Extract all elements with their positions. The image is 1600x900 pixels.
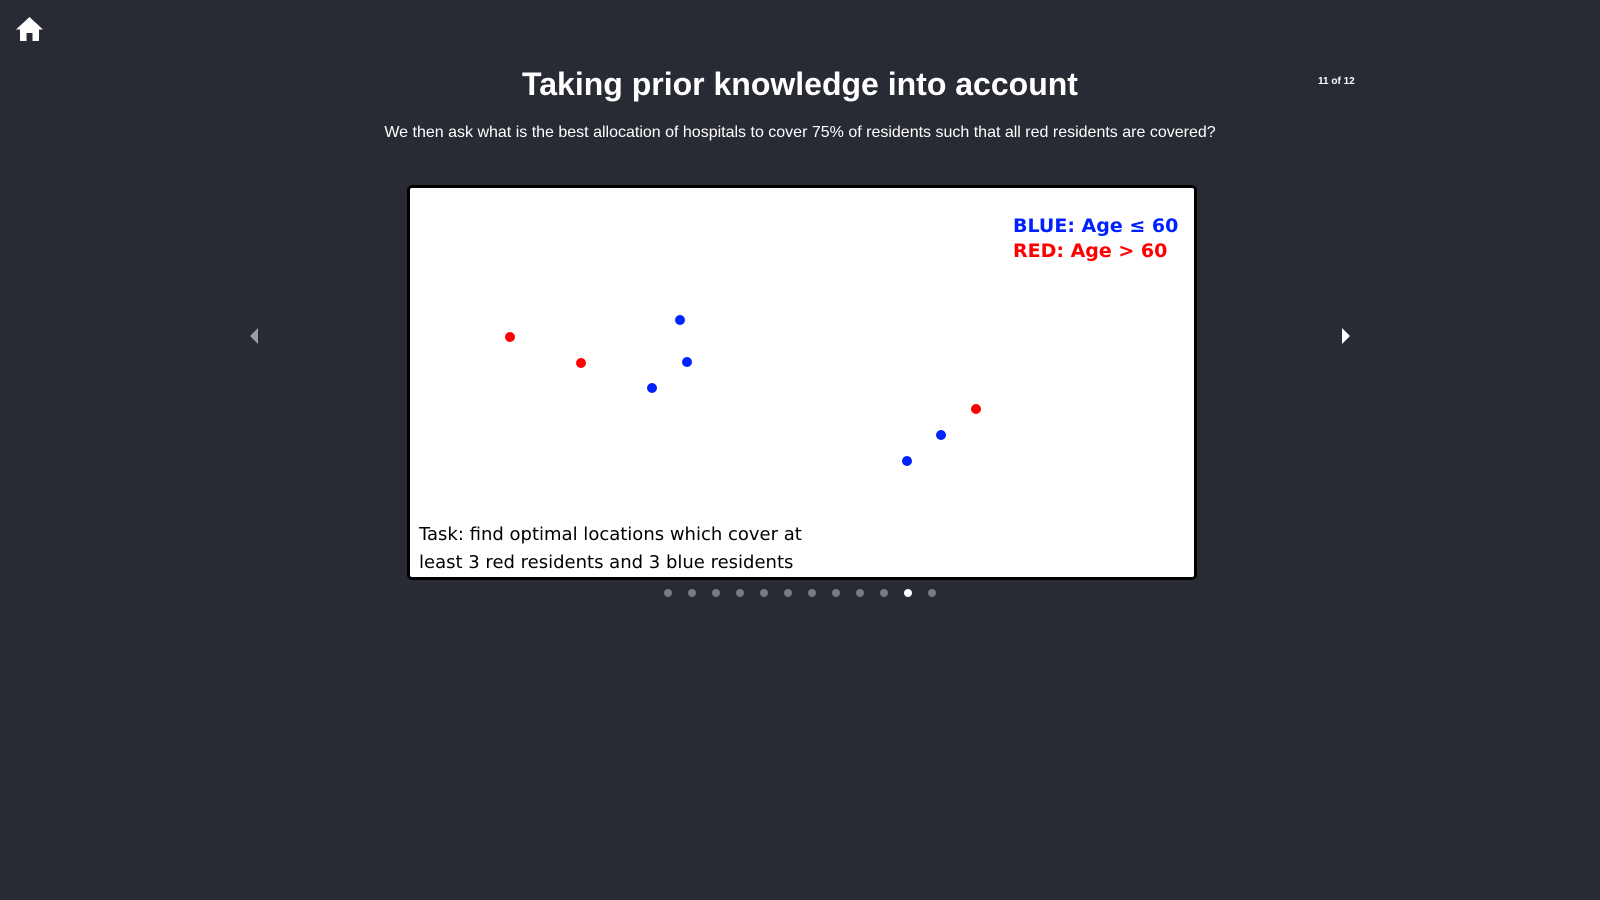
pagination-dot-1[interactable] — [664, 589, 672, 597]
task-line-1: Task: find optimal locations which cover… — [419, 524, 802, 545]
pagination-dot-12[interactable] — [928, 589, 936, 597]
slide-image: BLUE: Age ≤ 60 RED: Age > 60 Task: find … — [407, 185, 1197, 580]
pagination-dot-2[interactable] — [688, 589, 696, 597]
resident-dot-blue — [902, 456, 912, 466]
legend-blue: BLUE: Age ≤ 60 — [1013, 215, 1179, 237]
resident-dot-blue — [682, 357, 692, 367]
resident-dot-red — [505, 332, 515, 342]
pagination-dot-6[interactable] — [784, 589, 792, 597]
slide-counter: 11 of 12 — [1318, 76, 1355, 87]
pagination-dot-5[interactable] — [760, 589, 768, 597]
pagination — [0, 589, 1600, 597]
next-slide-button[interactable] — [1336, 324, 1356, 348]
legend: BLUE: Age ≤ 60 RED: Age > 60 — [1013, 214, 1178, 264]
resident-dot-red — [576, 358, 586, 368]
pagination-dot-4[interactable] — [736, 589, 744, 597]
pagination-dots — [664, 589, 936, 597]
task-text: Task: find optimal locations which cover… — [419, 521, 839, 577]
slide-title: Taking prior knowledge into account — [522, 66, 1078, 102]
resident-dot-blue — [647, 383, 657, 393]
caret-left-icon — [250, 328, 258, 344]
home-icon — [16, 17, 43, 41]
resident-dot-blue — [936, 430, 946, 440]
pagination-dot-10[interactable] — [880, 589, 888, 597]
task-line-2: least 3 red residents and 3 blue residen… — [419, 552, 794, 573]
home-button[interactable] — [15, 15, 44, 43]
slide-subtitle: We then ask what is the best allocation … — [384, 124, 1216, 141]
caret-right-icon — [1342, 328, 1350, 344]
pagination-dot-11[interactable] — [904, 589, 912, 597]
pagination-dot-8[interactable] — [832, 589, 840, 597]
resident-dot-blue — [675, 315, 685, 325]
previous-slide-button[interactable] — [244, 324, 264, 348]
legend-red: RED: Age > 60 — [1013, 240, 1168, 262]
pagination-dot-9[interactable] — [856, 589, 864, 597]
resident-dot-red — [971, 404, 981, 414]
pagination-dot-3[interactable] — [712, 589, 720, 597]
pagination-dot-7[interactable] — [808, 589, 816, 597]
